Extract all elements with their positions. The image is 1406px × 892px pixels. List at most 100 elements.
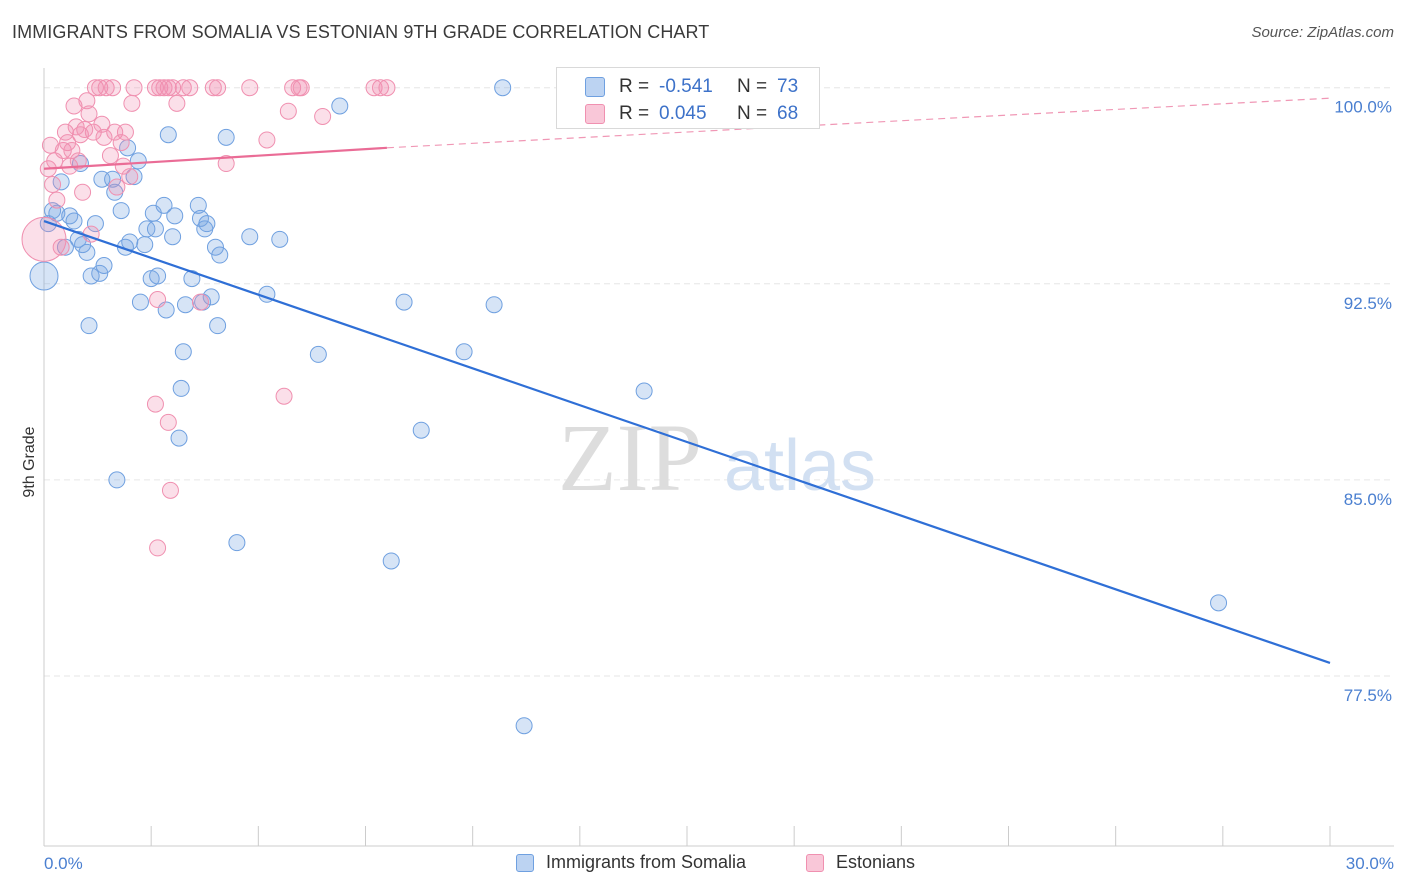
point-estonians — [121, 168, 139, 186]
legend-n-value: 68 — [777, 103, 799, 124]
point-somalia — [174, 343, 192, 361]
point-estonians — [44, 175, 62, 193]
legend-row-estonians: R = 0.045 N = 68 — [557, 100, 798, 128]
trend-line-estonians-extension — [386, 97, 1331, 149]
point-estonians — [209, 79, 227, 97]
point-estonians — [149, 290, 167, 308]
point-estonians — [78, 92, 96, 110]
point-estonians — [112, 134, 130, 152]
legend-swatch-estonians — [806, 853, 824, 872]
correlation-legend: R = -0.541 N = 73 R = 0.045 N = 68 — [556, 67, 820, 129]
point-estonians — [217, 155, 235, 173]
point-estonians — [241, 79, 259, 97]
point-estonians — [63, 141, 81, 159]
point-somalia — [635, 382, 653, 400]
point-somalia — [155, 196, 173, 214]
grid-lines — [44, 87, 1392, 677]
point-somalia — [131, 293, 149, 311]
point-somalia — [211, 246, 229, 264]
point-somalia — [95, 257, 113, 274]
point-somalia — [56, 238, 74, 256]
trend-line-estonians — [43, 146, 388, 170]
legend-item-estonians[interactable]: Estonians — [806, 852, 915, 873]
point-estonians — [114, 157, 132, 175]
point-somalia — [228, 534, 246, 552]
point-estonians — [258, 131, 276, 149]
point-somalia — [149, 267, 167, 285]
point-somalia — [146, 220, 164, 238]
series-legend: Immigrants from Somalia Estonians — [0, 852, 1406, 878]
legend-n-value: 73 — [777, 76, 799, 97]
legend-swatch-estonians — [585, 104, 605, 124]
legend-n-label: N = — [737, 76, 768, 97]
point-estonians — [168, 94, 186, 112]
point-estonians — [123, 94, 141, 112]
axes — [43, 68, 1394, 847]
y-tick-label: 100.0% — [1334, 98, 1392, 117]
point-somalia — [382, 552, 400, 570]
legend-row-somalia: R = -0.541 N = 73 — [557, 73, 798, 101]
point-somalia — [91, 264, 109, 282]
point-somalia — [176, 296, 194, 314]
legend-label-estonians: Estonians — [836, 852, 916, 872]
point-estonians — [91, 79, 109, 97]
point-somalia — [172, 379, 190, 397]
point-estonians — [104, 79, 122, 97]
point-somalia — [206, 238, 224, 256]
y-tick-label: 92.5% — [1344, 294, 1392, 313]
point-estonians — [149, 539, 167, 557]
point-estonians — [204, 79, 222, 97]
point-estonians — [41, 136, 59, 154]
watermark-zip: ZIP — [558, 404, 702, 511]
point-estonians — [108, 178, 126, 196]
point-estonians — [146, 395, 164, 413]
point-estonians — [155, 79, 173, 97]
point-somalia — [104, 170, 122, 188]
point-somalia — [1210, 594, 1228, 612]
point-estonians — [97, 79, 115, 97]
point-estonians — [279, 102, 297, 120]
point-somalia — [309, 345, 327, 363]
legend-r-value: -0.541 — [659, 76, 713, 97]
point-estonians — [159, 79, 177, 97]
legend-n-label: N = — [737, 103, 768, 124]
x-tick-label: 30.0% — [1346, 854, 1394, 873]
point-somalia — [159, 126, 177, 144]
point-estonians — [146, 79, 164, 97]
point-estonians — [284, 79, 302, 97]
legend-swatch-somalia — [585, 77, 605, 97]
point-estonians — [101, 147, 119, 165]
point-somalia — [455, 343, 473, 361]
point-somalia — [65, 212, 83, 230]
point-somalia — [217, 128, 235, 146]
point-somalia — [331, 97, 349, 115]
point-somalia — [136, 236, 154, 254]
point-somalia — [202, 288, 220, 306]
y-tick-label: 85.0% — [1344, 490, 1392, 509]
point-estonians — [54, 141, 72, 159]
point-estonians — [159, 413, 177, 431]
point-estonians — [314, 107, 332, 125]
legend-item-somalia[interactable]: Immigrants from Somalia — [516, 852, 746, 873]
point-somalia — [86, 215, 104, 233]
point-estonians — [59, 134, 77, 152]
point-estonians — [292, 79, 310, 97]
point-estonians — [181, 79, 199, 97]
point-somalia — [112, 202, 130, 220]
point-somalia — [125, 168, 143, 186]
point-estonians — [365, 79, 383, 97]
legend-label-somalia: Immigrants from Somalia — [546, 852, 747, 872]
point-somalia — [241, 228, 259, 246]
source-label: Source: ZipAtlas.com — [1251, 24, 1394, 41]
watermark-atlas: atlas — [724, 426, 876, 506]
point-estonians — [65, 97, 83, 115]
point-somalia — [209, 317, 227, 335]
point-somalia — [412, 421, 430, 439]
point-somalia — [189, 196, 207, 214]
point-estonians — [95, 128, 113, 146]
point-somalia — [138, 220, 156, 238]
point-estonians — [93, 115, 111, 133]
point-estonians — [80, 105, 98, 123]
y-tick-label: 77.5% — [1344, 686, 1392, 705]
